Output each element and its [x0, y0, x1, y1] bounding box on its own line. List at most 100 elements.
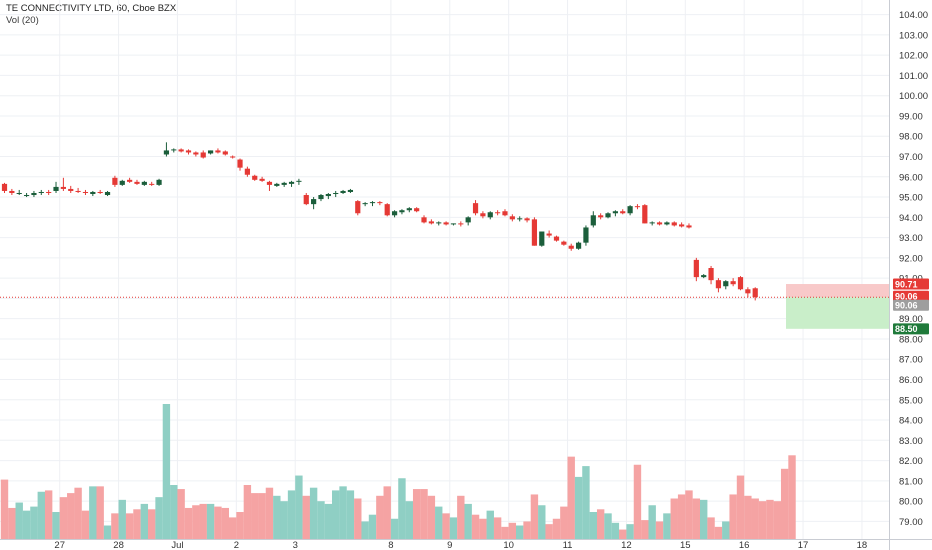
volume-bar	[125, 513, 134, 539]
candle-body	[252, 175, 258, 180]
volume-bar	[287, 490, 296, 539]
candle-body	[612, 211, 618, 214]
volume-bar	[464, 503, 472, 539]
y-tick-label: 79.00	[899, 517, 923, 528]
x-tick-label: 8	[388, 540, 393, 550]
x-tick-label: 28	[113, 540, 124, 550]
volume-bar	[398, 478, 406, 539]
volume-bar	[626, 524, 634, 539]
entry-price-badge-bg	[893, 299, 929, 311]
volume-bar	[309, 487, 318, 539]
candle-body	[200, 152, 206, 158]
volume-bar	[766, 499, 774, 539]
candle-body	[38, 191, 44, 193]
volume-bar	[692, 498, 701, 539]
candle-body	[495, 212, 501, 214]
candle-body	[561, 241, 567, 245]
candle-body	[642, 205, 648, 224]
candle-body	[31, 192, 37, 196]
volume-bar	[574, 476, 583, 539]
price-axis[interactable]: 79.00 80.00 81.00 82.00 83.00 84.00 85.00 86.00…	[889, 0, 929, 550]
y-tick-label: 101.00	[899, 71, 928, 82]
volume-bar	[471, 514, 480, 539]
candle-body	[230, 156, 236, 158]
volume-bar	[368, 514, 377, 539]
volume-bar	[89, 486, 97, 539]
volume-bar	[530, 494, 539, 539]
volume-bar	[59, 497, 68, 539]
candle-body	[97, 191, 103, 193]
volume-bar	[44, 490, 53, 539]
volume-bar	[501, 526, 509, 539]
volume-bar	[405, 501, 413, 539]
volume-bar	[228, 517, 237, 539]
volume-bar	[722, 521, 730, 539]
risk-reward-zones[interactable]	[786, 284, 889, 329]
candle-body	[524, 218, 530, 221]
stop-loss-zone	[786, 284, 889, 298]
y-tick-label: 97.00	[899, 152, 923, 163]
volume-bar	[111, 513, 119, 539]
volume-bar	[339, 486, 347, 539]
candle-body	[296, 180, 302, 182]
candle-body	[171, 149, 177, 151]
volume-bar	[15, 502, 23, 539]
candle-body	[178, 149, 184, 152]
volume-bar	[773, 501, 781, 539]
volume-bar	[420, 489, 428, 539]
candle-body	[583, 227, 589, 243]
volume-bar	[184, 507, 193, 539]
y-tick-label: 94.00	[899, 213, 923, 224]
candle-body	[686, 225, 692, 228]
candle-body	[620, 211, 626, 214]
candle-body	[391, 211, 398, 216]
x-tick-label: 27	[54, 540, 65, 550]
candle-body	[68, 188, 74, 191]
volume-bar	[552, 518, 561, 539]
volume-bar	[611, 522, 620, 539]
volume-bar	[412, 489, 421, 539]
volume-bar	[449, 517, 458, 539]
candle-body	[634, 206, 641, 208]
candle-body	[340, 190, 346, 193]
candle-body	[472, 203, 479, 214]
volume-bar	[361, 521, 369, 539]
candlesticks	[1, 142, 758, 301]
candle-body	[215, 150, 221, 153]
volume-bar	[148, 509, 156, 539]
candle-body	[679, 224, 685, 227]
volume-bar	[538, 505, 546, 539]
volume-bar	[648, 505, 656, 539]
y-tick-label: 93.00	[899, 233, 923, 244]
volume-bar	[435, 506, 443, 539]
volume-bar	[324, 503, 333, 539]
candle-body	[333, 192, 339, 195]
volume-bar	[633, 464, 642, 539]
volume-bar	[8, 507, 16, 539]
volume-bar	[295, 475, 303, 539]
candle-body	[414, 208, 420, 212]
last-price-badge: 90.06	[895, 291, 918, 301]
volume-bar	[457, 495, 465, 539]
candle-body	[487, 212, 493, 218]
profit-target-zone	[786, 297, 889, 329]
candle-body	[708, 268, 714, 281]
volume-bar	[103, 525, 112, 539]
x-tick-label: 3	[293, 540, 298, 550]
volume-bar	[74, 487, 82, 539]
candle-body	[266, 181, 273, 185]
candle-body	[575, 242, 582, 249]
y-tick-label: 104.00	[899, 10, 928, 21]
volume-bar	[332, 490, 340, 539]
candle-body	[134, 181, 140, 184]
time-axis[interactable]: 27 28 Jul 2 3 8 9 10 11 12 15 16 17 18	[0, 539, 932, 550]
volume-bar	[346, 490, 355, 539]
candle-body	[244, 168, 250, 175]
x-tick-label: 2	[234, 540, 239, 550]
candle-body	[119, 180, 125, 185]
volume-bar	[383, 486, 391, 539]
candle-body	[82, 191, 89, 193]
candle-body	[193, 152, 199, 155]
